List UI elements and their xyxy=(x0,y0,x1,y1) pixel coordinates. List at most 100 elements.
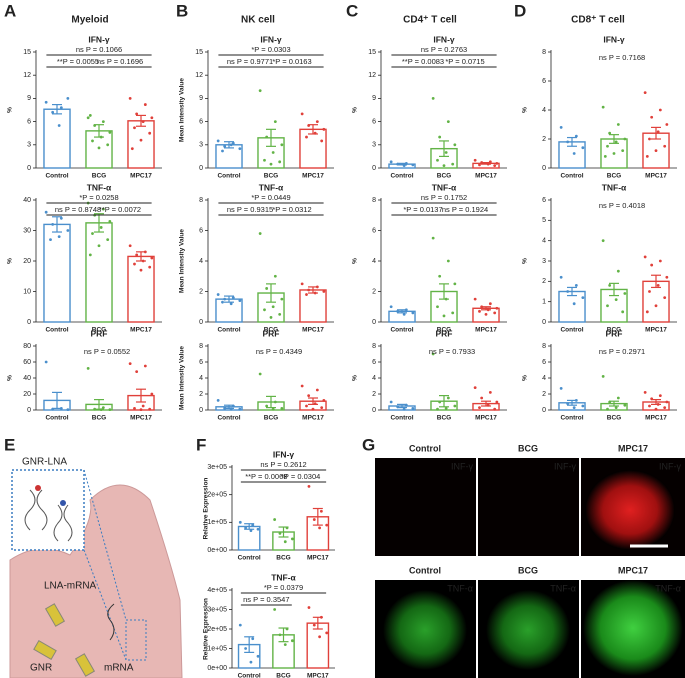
x-tick-label: MPC17 xyxy=(645,173,667,180)
stain-label: TNF-α xyxy=(655,583,681,593)
data-point xyxy=(486,403,490,407)
y-tick-label: 80 xyxy=(23,343,31,350)
p-value: *P = 0.0258 xyxy=(79,193,118,202)
data-point xyxy=(389,305,393,309)
data-point xyxy=(436,407,439,411)
data-point xyxy=(249,529,253,533)
data-point xyxy=(438,400,442,404)
p-value: ns P = 0.2971 xyxy=(599,347,645,356)
y-tick-label: 8 xyxy=(542,343,546,350)
data-point xyxy=(91,139,94,143)
y-tick-label: 0 xyxy=(27,165,31,172)
data-point xyxy=(654,304,658,308)
data-point xyxy=(396,162,400,166)
data-point xyxy=(315,388,319,392)
data-point xyxy=(453,143,457,147)
data-point xyxy=(643,91,647,94)
bar xyxy=(43,223,71,323)
y-tick-label: 1e+05 xyxy=(207,519,227,526)
data-point xyxy=(150,256,154,260)
x-tick-label: BCG xyxy=(92,415,106,422)
panel-title: CD4⁺ T cell xyxy=(403,15,457,26)
data-point xyxy=(139,138,143,142)
data-point xyxy=(307,124,311,127)
x-tick-label: MPC17 xyxy=(302,173,324,180)
data-point xyxy=(608,131,612,135)
data-point xyxy=(307,484,311,488)
data-point xyxy=(251,523,255,527)
data-point xyxy=(221,149,224,153)
data-point xyxy=(495,306,499,310)
data-point xyxy=(444,151,448,154)
chart: TNF-α% 0 2 4 6 8 Control BCG MPC17 ns P = 0.1752 *… xyxy=(352,182,507,334)
y-tick-label: 2 xyxy=(542,278,546,285)
p-value: ns P = 0.3547 xyxy=(243,595,289,604)
data-point xyxy=(271,151,275,154)
data-point xyxy=(643,391,647,394)
y-axis-label: % xyxy=(352,375,359,381)
data-point xyxy=(473,386,477,389)
data-point xyxy=(143,250,147,254)
bar xyxy=(306,622,330,669)
y-tick-label: 8 xyxy=(199,197,203,204)
data-point xyxy=(478,309,481,313)
chart-title: TNF-α xyxy=(259,182,284,192)
data-point xyxy=(265,404,269,408)
y-tick-label: 6 xyxy=(27,118,31,125)
data-point xyxy=(601,239,605,243)
bar xyxy=(237,525,261,551)
y-tick-label: 20 xyxy=(23,258,31,265)
data-point xyxy=(572,152,576,155)
data-point xyxy=(581,146,585,150)
y-tick-label: 0 xyxy=(542,407,546,414)
data-point xyxy=(271,407,275,411)
y-tick-label: 6 xyxy=(542,197,546,204)
data-point xyxy=(278,633,282,637)
data-point xyxy=(648,137,651,141)
data-point xyxy=(648,290,651,293)
data-point xyxy=(66,408,70,411)
data-point xyxy=(581,404,585,408)
cell-signal xyxy=(583,580,683,676)
p-value: ns P = 0.7168 xyxy=(599,53,645,62)
data-point xyxy=(223,144,227,148)
diagram-label: LNA-mRNA xyxy=(44,581,97,592)
data-point xyxy=(665,400,669,404)
data-point xyxy=(650,397,654,401)
y-tick-label: 20 xyxy=(23,391,31,398)
data-point xyxy=(263,158,266,162)
x-tick-label: MPC17 xyxy=(130,415,152,422)
y-tick-label: 0 xyxy=(27,407,31,414)
data-point xyxy=(101,406,105,409)
data-point xyxy=(442,164,446,168)
data-point xyxy=(223,407,227,410)
y-tick-label: 0 xyxy=(199,319,203,326)
y-tick-label: 1 xyxy=(542,299,546,306)
data-point xyxy=(319,615,323,619)
helix xyxy=(24,489,48,531)
data-point xyxy=(319,509,323,513)
data-point xyxy=(106,238,110,242)
x-tick-label: Control xyxy=(217,173,240,180)
data-point xyxy=(101,120,105,123)
data-point xyxy=(283,540,287,544)
data-point xyxy=(658,394,662,397)
cell-signal xyxy=(585,470,675,550)
data-point xyxy=(93,124,97,127)
data-point xyxy=(258,89,262,93)
data-point xyxy=(650,263,654,267)
y-tick-label: 3 xyxy=(199,142,203,149)
zoom-source xyxy=(125,619,147,661)
micrographs xyxy=(375,458,685,678)
data-point xyxy=(663,406,667,409)
image xyxy=(375,458,476,556)
stain-label: INF-γ xyxy=(451,461,473,471)
data-point xyxy=(480,161,484,164)
chart-title: PRF xyxy=(91,328,108,338)
y-axis-label: Mean Intensity Value xyxy=(179,229,186,293)
data-point xyxy=(402,164,406,168)
p-value: ns P = 0.1752 xyxy=(421,193,467,202)
data-point xyxy=(665,275,669,279)
chart-title: IFN-γ xyxy=(433,34,455,44)
bar xyxy=(558,290,586,323)
